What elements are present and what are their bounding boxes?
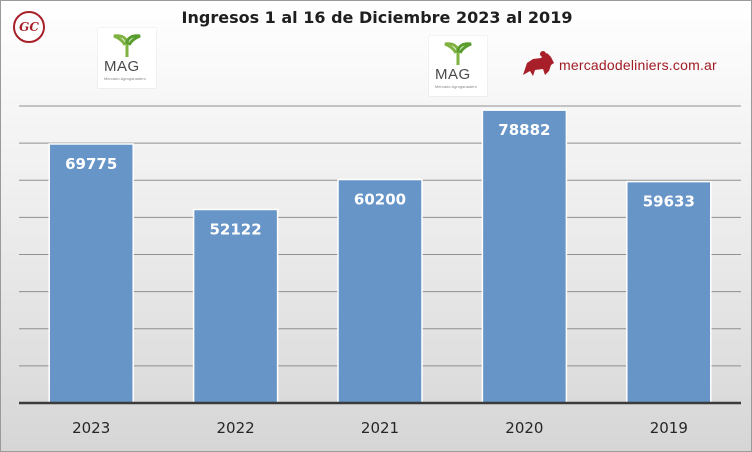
x-tick-label-2022: 2022 <box>217 419 255 437</box>
bar-2020 <box>481 109 568 404</box>
gc-logo-text: GC <box>19 20 39 34</box>
data-label-2023: 69775 <box>65 155 117 173</box>
x-tick-label-2023: 2023 <box>72 419 110 437</box>
cattle-icon <box>523 51 554 76</box>
x-tick-label-2020: 2020 <box>505 419 543 437</box>
chart-title: Ingresos 1 al 16 de Diciembre 2023 al 20… <box>181 8 573 27</box>
x-tick-label-2019: 2019 <box>650 419 688 437</box>
mercado-liniers-text: mercadodeliniers.com.ar <box>559 57 717 73</box>
mag-logo-subtext: Mercado Agroganadero <box>435 84 477 89</box>
mercado-liniers-logo: mercadodeliniers.com.ar <box>521 49 741 79</box>
data-label-2022: 52122 <box>210 220 262 238</box>
gc-logo: GC <box>13 11 45 43</box>
mag-leaf-icon <box>444 42 472 65</box>
mag-leaf-icon <box>113 34 141 57</box>
mag-logo-subtext: Mercado Agroganadero <box>104 76 146 81</box>
mag-logo-text: MAG <box>104 58 140 75</box>
data-label-2021: 60200 <box>354 191 406 209</box>
mag-logo-secondary: MAG Mercado Agroganadero <box>429 36 487 96</box>
mag-logo-text: MAG <box>435 66 471 83</box>
x-tick-label-2021: 2021 <box>361 419 399 437</box>
bar-2022 <box>192 208 279 404</box>
data-label-2019: 59633 <box>643 193 695 211</box>
data-label-2020: 78882 <box>498 121 550 139</box>
mag-logo: MAG Mercado Agroganadero <box>98 28 156 88</box>
bar-2019 <box>626 180 712 404</box>
bar-2023 <box>48 143 134 404</box>
bar-2021 <box>337 178 423 404</box>
